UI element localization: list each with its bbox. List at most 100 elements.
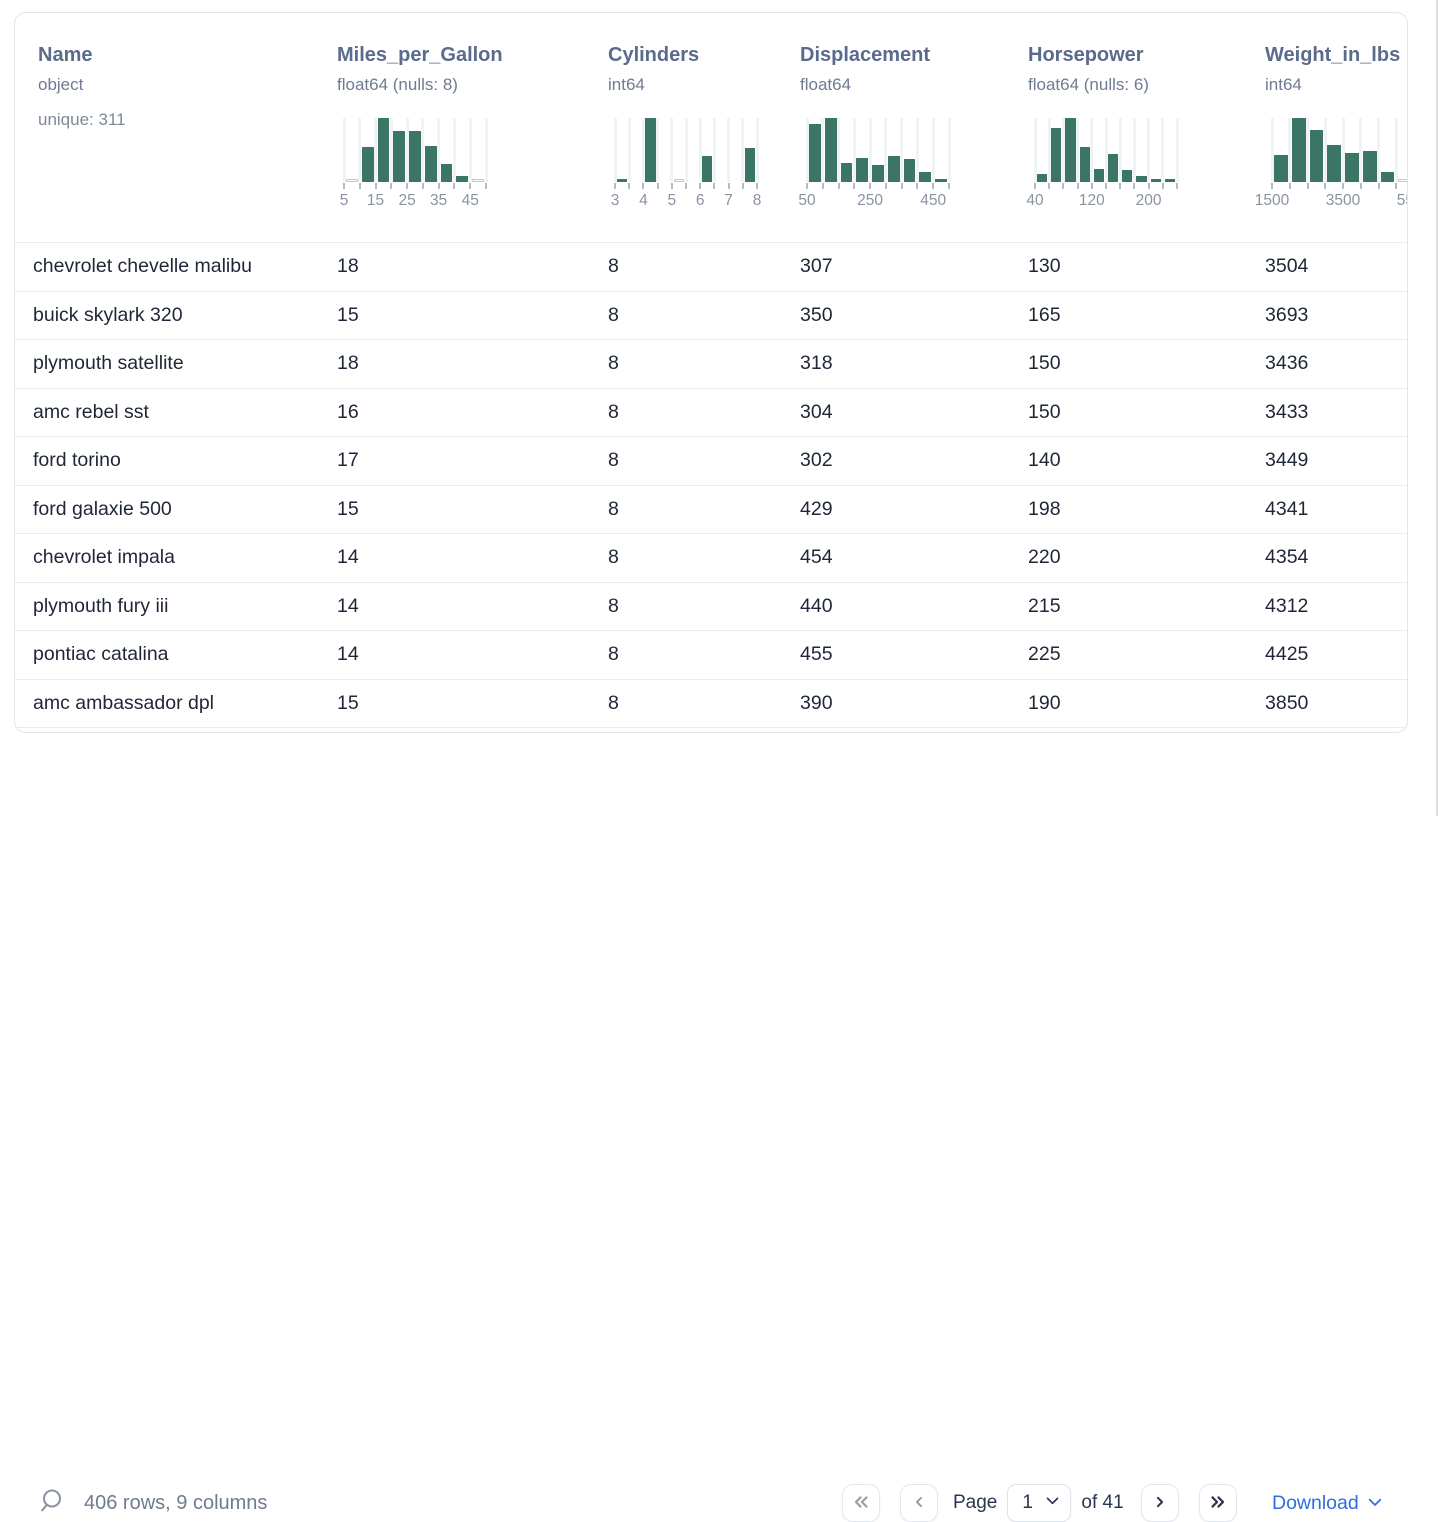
hist-gridline (1377, 118, 1380, 182)
column-header-weight_in_lbs[interactable]: Weight_in_lbs int64 1500 3500 5500 (1255, 13, 1407, 242)
hist-bar (1164, 179, 1175, 182)
hist-gridline (613, 118, 617, 182)
table-row: amc ambassador dpl 15 8 390 190 3850 (15, 680, 1407, 728)
hist-gridline (1394, 118, 1398, 182)
cell-value: 198 (1028, 497, 1061, 520)
next-page-button[interactable] (1140, 1484, 1179, 1522)
column-name: Name (38, 44, 93, 66)
table-header-row: Name object unique: 311 Miles_per_Gallon flo… (15, 13, 1407, 243)
hist-axis-tick (1076, 183, 1079, 189)
hist-axis-tick (932, 183, 935, 189)
hist-gridline (755, 118, 759, 182)
column-header-name[interactable]: Name object unique: 311 (15, 13, 337, 242)
cell-value: 14 (337, 643, 359, 666)
page-select[interactable]: 1 (1007, 1484, 1072, 1522)
hist-axis-label: 15 (366, 192, 385, 209)
hist-axis-tick (656, 183, 659, 189)
hist-gridline (805, 118, 809, 182)
hist-bar (456, 175, 469, 182)
hist-axis-tick (713, 183, 716, 189)
hist-bar (673, 179, 684, 182)
cell-value: 190 (1028, 691, 1061, 714)
hist-gridline (868, 118, 872, 182)
cell-value: 150 (1028, 352, 1061, 375)
hist-bar (409, 131, 421, 182)
hist-axis-tick (1359, 183, 1362, 189)
hist-axis-label: 120 (1078, 192, 1105, 209)
hist-axis-tick (1147, 183, 1150, 189)
cell-value: 15 (337, 691, 359, 714)
hist-bar (346, 179, 358, 182)
hist-axis-label: 450 (920, 192, 947, 209)
hist-axis-tick (343, 183, 345, 189)
hist-axis-tick (821, 183, 824, 189)
hist-axis-label: 8 (752, 192, 762, 209)
hist-axis-tick (1306, 183, 1309, 189)
hist-axis-tick (642, 183, 645, 189)
hist-gridline (1341, 118, 1345, 182)
hist-axis-tick (685, 183, 687, 189)
hist-bar (1065, 118, 1076, 182)
hist-bar (1037, 173, 1048, 182)
hist-axis-tick (485, 183, 487, 189)
cell-name: pontiac catalina (33, 643, 169, 666)
hist-axis-tick (453, 183, 456, 189)
column-header-displacement[interactable]: Displacement float64 50 250 450 (798, 13, 1028, 242)
hist-axis-tick (1377, 183, 1380, 189)
hist-axis-tick (853, 183, 856, 189)
hist-axis-tick (437, 183, 440, 189)
hist-axis-label: 5 (667, 192, 677, 209)
hist-axis-tick (1161, 183, 1164, 189)
side-panel-edge (1436, 0, 1438, 816)
hist-gridline (670, 118, 674, 182)
histogram-miles_per_gallon: 5 15 25 35 45 (340, 118, 488, 209)
cell-value: 165 (1028, 303, 1061, 326)
cell-value: 8 (608, 643, 619, 666)
cell-value: 18 (337, 352, 359, 375)
hist-bar (1327, 144, 1341, 182)
table-row: buick skylark 320 15 8 350 165 3693 (15, 292, 1407, 340)
cell-value: 17 (337, 449, 359, 472)
hist-axis-tick (916, 183, 919, 189)
column-header-cylinders[interactable]: Cylinders int64 3 4 5 6 7 8 (608, 13, 800, 242)
hist-bar (377, 118, 390, 182)
cell-value: 8 (608, 546, 619, 569)
hist-bar (393, 131, 406, 182)
hist-bar (1051, 127, 1062, 182)
hist-axis-tick (670, 183, 673, 189)
column-header-miles_per_gallon[interactable]: Miles_per_Gallon float64 (nulls: 8) 5 15 25 3… (337, 13, 608, 242)
page-select-value: 1 (1022, 1492, 1033, 1513)
first-page-button[interactable] (842, 1484, 880, 1522)
hist-axis-tick (756, 183, 758, 189)
hist-gridline (421, 118, 425, 182)
search-button[interactable] (32, 1485, 68, 1521)
column-header-horsepower[interactable]: Horsepower float64 (nulls: 6) 40 120 200 (1026, 13, 1265, 242)
hist-gridline (931, 118, 935, 182)
hist-gridline (852, 118, 856, 182)
hist-gridline (727, 118, 731, 182)
pagination: Page 1 of 41 (842, 1484, 1237, 1522)
hist-bar (440, 164, 453, 182)
column-type: float64 (800, 75, 852, 94)
hist-axis-label: 35 (430, 192, 448, 209)
search-icon (37, 1488, 64, 1518)
column-type: object (38, 75, 84, 94)
double-chevron-left-icon (850, 1491, 872, 1516)
cell-value: 3504 (1265, 255, 1309, 278)
row-count-summary: 406 rows, 9 columns (84, 1492, 268, 1514)
column-name: Cylinders (608, 44, 700, 66)
cell-value: 302 (800, 449, 833, 472)
hist-axis-tick (1048, 183, 1051, 189)
download-button[interactable]: Download (1272, 1484, 1384, 1522)
cell-value: 14 (337, 594, 359, 617)
hist-bar (1380, 172, 1395, 182)
hist-bar (361, 146, 374, 182)
hist-gridline (627, 118, 631, 182)
hist-gridline (1175, 118, 1179, 182)
prev-page-button[interactable] (900, 1484, 938, 1522)
hist-axis-label: 7 (724, 192, 733, 209)
hist-gridline (1076, 118, 1080, 182)
hist-bar (903, 158, 916, 182)
last-page-button[interactable] (1198, 1484, 1237, 1522)
hist-gridline (837, 118, 841, 182)
